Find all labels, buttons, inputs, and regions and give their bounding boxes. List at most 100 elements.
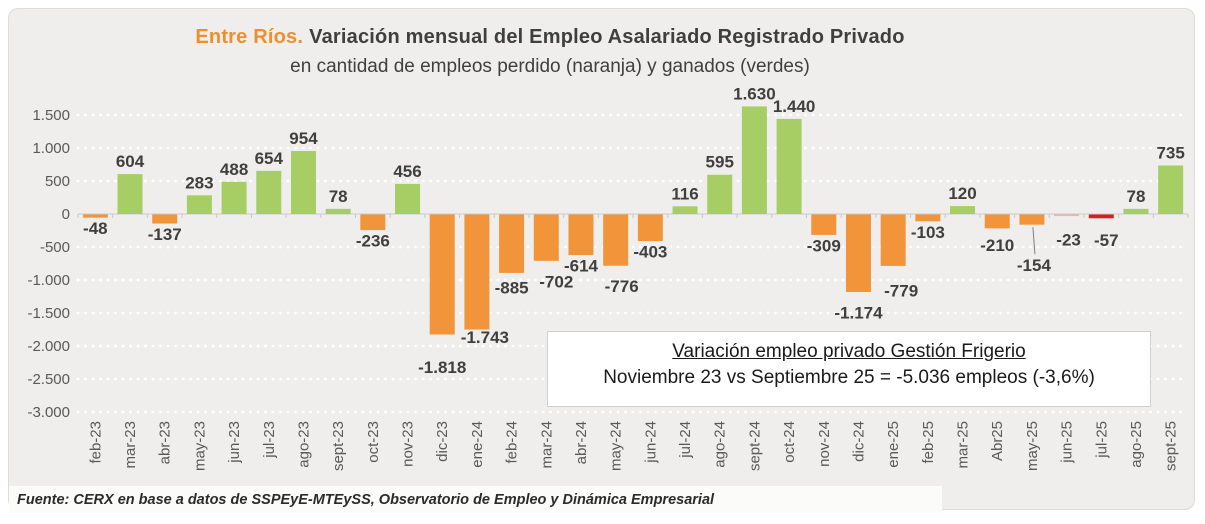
bar-sept-25 xyxy=(1158,165,1184,214)
bar-mar-23 xyxy=(117,174,143,214)
x-axis-label: feb-23 xyxy=(87,421,104,464)
x-axis-label: sept-25 xyxy=(1163,421,1180,471)
x-axis-label: jul-23 xyxy=(261,421,278,459)
x-axis-label: ago-25 xyxy=(1128,421,1145,468)
bar-value-label: 604 xyxy=(116,152,145,171)
bar-value-label: 456 xyxy=(393,162,421,181)
bar-sept-24 xyxy=(741,106,767,214)
bar-value-label: -779 xyxy=(884,281,918,300)
y-axis-label: -500 xyxy=(40,239,70,256)
bar-value-label: 735 xyxy=(1156,143,1184,162)
y-axis-label: -3.000 xyxy=(27,404,70,421)
x-axis-label: jun-24 xyxy=(642,421,659,464)
bar-oct-24 xyxy=(776,118,802,214)
bar-may-25 xyxy=(1019,214,1045,225)
annotation-box: Variación empleo privado Gestión Frigeri… xyxy=(547,331,1151,407)
bar-value-label: -702 xyxy=(539,272,573,291)
y-axis-label: -2.000 xyxy=(27,338,70,355)
bar-value-label: -154 xyxy=(1017,256,1052,275)
bar-value-label: -23 xyxy=(1056,231,1081,250)
bar-dic-24 xyxy=(845,214,871,292)
bar-jul-25 xyxy=(1088,214,1114,219)
bar-ago-23 xyxy=(290,151,316,214)
x-axis-label: abr-24 xyxy=(573,421,590,464)
x-axis-label: dic-24 xyxy=(850,421,867,462)
bar-value-label: 595 xyxy=(706,153,734,172)
bar-value-label: -103 xyxy=(911,223,945,242)
bar-feb-24 xyxy=(499,214,525,273)
x-axis-label: jul-24 xyxy=(677,421,694,459)
x-axis-label: nov-23 xyxy=(400,421,417,467)
bar-value-label: -1.743 xyxy=(461,328,509,347)
bar-jun-24 xyxy=(637,214,663,242)
x-axis-label: may-23 xyxy=(191,421,208,471)
x-axis-label: feb-24 xyxy=(504,421,521,464)
bar-value-label: -236 xyxy=(356,232,390,251)
bar-value-label: 1.630 xyxy=(733,84,776,103)
bar-jun-23 xyxy=(221,181,247,214)
bar-value-label: 488 xyxy=(220,160,248,179)
x-axis-label: jun-25 xyxy=(1059,421,1076,464)
bar-ene-25 xyxy=(880,214,906,266)
bar-value-label: 120 xyxy=(948,184,976,203)
bar-value-label: 654 xyxy=(255,149,284,168)
chart-panel xyxy=(8,8,1195,510)
x-axis-label: oct-23 xyxy=(365,421,382,463)
bar-value-label: -1.174 xyxy=(834,303,883,322)
bar-may-23 xyxy=(186,195,212,214)
source-footer-text: Fuente: CERX en base a datos de SSPEyE-M… xyxy=(17,491,715,508)
x-axis-label: dic-23 xyxy=(434,421,451,462)
x-axis-label: mar-24 xyxy=(538,421,555,469)
x-axis-label: ago-24 xyxy=(712,421,729,468)
chart-subtitle: en cantidad de empleos perdido (naranja)… xyxy=(290,56,810,77)
bar-feb-25 xyxy=(915,214,941,222)
bar-mar-25 xyxy=(950,206,976,214)
bar-ago-25 xyxy=(1123,208,1149,214)
bar-value-label: -309 xyxy=(807,236,841,255)
x-axis-label: ago-23 xyxy=(295,421,312,468)
chart-title: Entre Ríos. Variación mensual del Empleo … xyxy=(0,26,1100,49)
bar-value-label: 954 xyxy=(289,129,318,148)
x-axis-label: may-24 xyxy=(608,421,625,471)
label-leader-line xyxy=(1032,227,1036,255)
bar-value-label: -48 xyxy=(83,219,108,238)
bar-dic-23 xyxy=(429,214,455,335)
x-axis-label: oct-24 xyxy=(781,421,798,463)
x-axis-label: mar-25 xyxy=(955,421,972,469)
x-axis-label: may-25 xyxy=(1024,421,1041,471)
x-axis-label: jul-25 xyxy=(1093,421,1110,459)
x-axis-label: Abr25 xyxy=(989,421,1006,461)
x-axis-label: feb-25 xyxy=(920,421,937,464)
x-axis-label: abr-23 xyxy=(157,421,174,464)
bar-value-label: -403 xyxy=(633,243,667,262)
y-axis-label: 1.000 xyxy=(32,140,70,157)
annotation-heading: Variación empleo privado Gestión Frigeri… xyxy=(672,341,1026,362)
bar-nov-24 xyxy=(811,214,837,235)
x-axis-label: ene-25 xyxy=(885,421,902,468)
bar-sept-23 xyxy=(325,208,351,214)
bar-value-label: -776 xyxy=(605,277,639,296)
annotation-body: Noviembre 23 vs Septiembre 25 = -5.036 e… xyxy=(603,367,1095,388)
bar-jul-24 xyxy=(672,206,698,214)
bar-oct-23 xyxy=(360,214,386,231)
bar-value-label: 116 xyxy=(671,184,698,203)
bar-value-label: 78 xyxy=(329,187,348,206)
bar-value-label: -137 xyxy=(148,225,182,244)
x-axis-label: sept-24 xyxy=(746,421,763,471)
x-axis-label: ene-24 xyxy=(469,421,486,468)
x-axis-label: sept-23 xyxy=(330,421,347,471)
x-axis-label: jun-23 xyxy=(226,421,243,464)
bar-abr-24 xyxy=(568,214,594,256)
y-axis-label: -1.000 xyxy=(27,272,70,289)
bar-value-label: -885 xyxy=(495,278,529,297)
bar-value-label: 283 xyxy=(185,173,213,192)
y-axis-label: 1.500 xyxy=(32,107,70,124)
chart-title-accent: Entre Ríos. xyxy=(195,26,304,48)
bar-value-label: -210 xyxy=(980,236,1014,255)
source-footer: Fuente: CERX en base a datos de SSPEyE-M… xyxy=(9,486,942,513)
y-axis-label: 500 xyxy=(45,173,70,190)
bar-jul-23 xyxy=(256,170,282,214)
bar-may-24 xyxy=(603,214,629,266)
bar-ene-24 xyxy=(464,214,490,330)
bar-abr-23 xyxy=(152,214,178,224)
